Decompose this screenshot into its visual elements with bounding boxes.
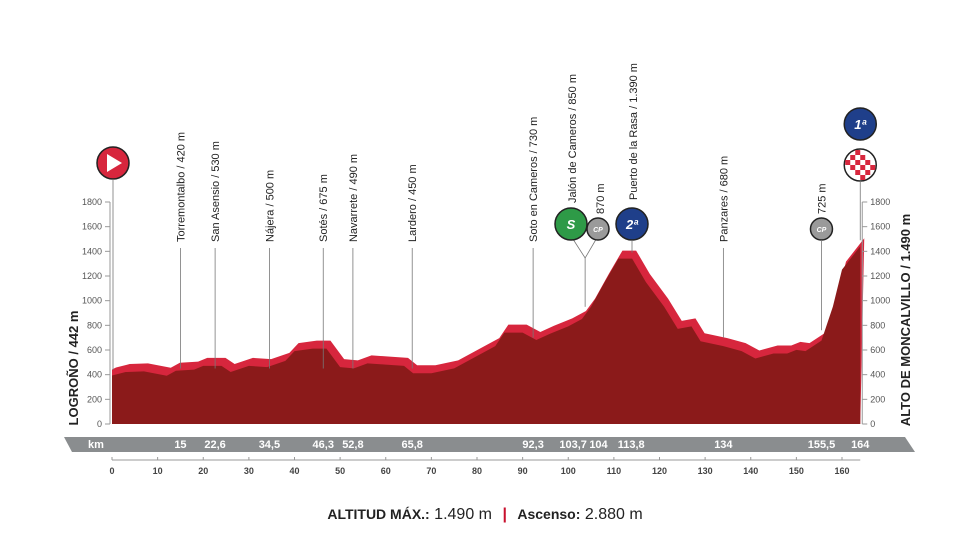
cp-icon xyxy=(586,217,610,241)
km-marker-label: 92,3 xyxy=(522,439,543,451)
checker-square xyxy=(865,170,871,175)
y-tick-label: 200 xyxy=(87,394,102,404)
y-tick-label: 800 xyxy=(870,320,885,330)
y-tick-label: 1400 xyxy=(82,246,102,256)
x-tick-label: 80 xyxy=(472,466,482,476)
y-tick-label: 1200 xyxy=(870,271,890,281)
checker-square xyxy=(860,155,866,160)
y-tick-label: 200 xyxy=(870,394,885,404)
checker-square xyxy=(855,150,861,155)
climb-2a-icon-text: 2ª xyxy=(625,217,639,232)
checker-square xyxy=(870,165,876,170)
waypoint-label: Navarrete / 490 m xyxy=(348,154,360,242)
x-tick-label: 90 xyxy=(518,466,528,476)
km-bar xyxy=(64,437,915,452)
x-tick-label: 0 xyxy=(109,466,114,476)
y-tick-label: 1000 xyxy=(870,296,890,306)
y-tick-label: 1600 xyxy=(870,222,890,232)
waypoint-label: Torremontalbo / 420 m xyxy=(175,132,187,242)
waypoint-label: Lardero / 450 m xyxy=(407,164,419,242)
y-tick-label: 600 xyxy=(870,345,885,355)
y-tick-label: 1800 xyxy=(870,197,890,207)
x-tick-label: 20 xyxy=(198,466,208,476)
waypoint-label: Puerto de la Rasa / 1.390 m xyxy=(628,63,640,200)
ascenso-value: 2.880 m xyxy=(584,506,643,523)
x-tick-label: 70 xyxy=(426,466,436,476)
y-tick-label: 0 xyxy=(97,419,102,429)
y-tick-label: 400 xyxy=(87,370,102,380)
checker-square xyxy=(855,170,861,175)
x-tick-label: 130 xyxy=(698,466,713,476)
stage-summary: ALTITUD MÁX.: 1.490 m | Ascenso: 2.880 m xyxy=(0,506,970,524)
waypoint-label: 870 m xyxy=(595,183,607,214)
y-tick-label: 1400 xyxy=(870,246,890,256)
x-tick-label: 50 xyxy=(335,466,345,476)
y-tick-label: 400 xyxy=(870,370,885,380)
x-tick-label: 30 xyxy=(244,466,254,476)
y-tick-label: 0 xyxy=(870,419,875,429)
checker-square xyxy=(865,160,871,165)
climb-1a-icon-text: 1ª xyxy=(854,117,867,132)
km-marker-label: 46,3 xyxy=(313,439,334,451)
x-tick-label: 140 xyxy=(743,466,758,476)
km-bar-label: km xyxy=(88,439,104,451)
y-tick-label: 1800 xyxy=(82,197,102,207)
x-tick-label: 100 xyxy=(561,466,576,476)
altitud-label: ALTITUD MÁX.: xyxy=(327,506,430,522)
waypoint-label: Panzares / 680 m xyxy=(718,156,730,242)
waypoint-label: Jalón de Cameros / 850 m xyxy=(567,74,579,203)
sprint-icon-text: S xyxy=(567,217,576,232)
waypoint-label: Soto en Cameros / 730 m xyxy=(528,117,540,242)
km-marker-label: 103,7 xyxy=(559,439,587,451)
y-tick-label: 800 xyxy=(87,320,102,330)
waypoint-label: 725 m xyxy=(816,183,828,214)
km-marker-label: 104 xyxy=(589,439,608,451)
cp-icon-text: CP xyxy=(817,227,827,234)
finish-label: ALTO DE MONCALVILLO / 1.490 m xyxy=(898,214,913,426)
km-marker-label: 155,5 xyxy=(808,439,836,451)
checker-square xyxy=(850,155,856,160)
checker-square xyxy=(860,165,866,170)
profile-face xyxy=(112,240,861,424)
play-icon xyxy=(107,154,122,172)
km-marker-label: 65,8 xyxy=(402,439,423,451)
km-marker-label: 113,8 xyxy=(618,439,645,451)
checker-square xyxy=(850,165,856,170)
x-tick-label: 60 xyxy=(381,466,391,476)
start-label: LOGROÑO / 442 m xyxy=(66,311,81,426)
y-tick-label: 1000 xyxy=(82,296,102,306)
y-tick-label: 600 xyxy=(87,345,102,355)
x-tick-label: 160 xyxy=(834,466,849,476)
cp-icon-text: CP xyxy=(593,227,603,234)
sprint-icon xyxy=(554,207,588,241)
x-tick-label: 110 xyxy=(607,466,622,476)
checker-square xyxy=(845,160,851,165)
waypoint-label: Sotés / 675 m xyxy=(318,174,330,242)
km-marker-label: 134 xyxy=(714,439,733,451)
x-tick-label: 40 xyxy=(289,466,299,476)
waypoint-label: San Asensio / 530 m xyxy=(210,141,222,242)
y-tick-label: 1200 xyxy=(82,271,102,281)
x-tick-label: 10 xyxy=(153,466,163,476)
ascenso-label: Ascenso: xyxy=(517,506,581,522)
km-marker-label: 15 xyxy=(174,439,186,451)
waypoint-label: Nájera / 500 m xyxy=(264,170,276,242)
km-marker-label: 52,8 xyxy=(342,439,363,451)
separator: | xyxy=(502,506,507,523)
altitud-value: 1.490 m xyxy=(434,506,492,523)
checker-square xyxy=(860,175,866,180)
x-tick-label: 120 xyxy=(652,466,667,476)
y-tick-label: 1600 xyxy=(82,222,102,232)
checker-square xyxy=(855,160,861,165)
x-tick-label: 150 xyxy=(789,466,804,476)
km-marker-label: 164 xyxy=(851,439,870,451)
climb-1a-icon xyxy=(843,107,877,141)
km-marker-label: 22,6 xyxy=(204,439,225,451)
km-marker-label: 34,5 xyxy=(259,439,280,451)
